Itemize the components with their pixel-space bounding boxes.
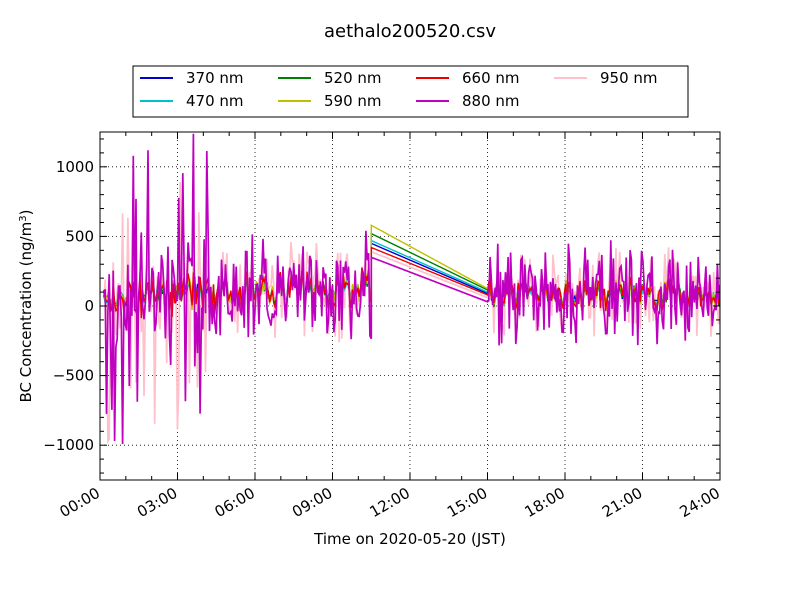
legend-box [132, 65, 689, 118]
y-tick-label: −500 [53, 367, 94, 385]
y-tick-label: −1000 [43, 436, 94, 454]
legend-label: 520 nm [324, 69, 382, 87]
y-tick-labels: −1000 −500 0 500 1000 [43, 158, 94, 454]
legend-label: 470 nm [186, 92, 244, 110]
chart-title: aethalo200520.csv [324, 21, 496, 42]
y-tick-label: 0 [84, 297, 94, 315]
legend: 370 nm 470 nm 520 nm 590 nm 660 nm 880 nm 950 … [132, 65, 689, 118]
y-axis-label-main: BC Concentration (ng/m [17, 222, 35, 403]
y-axis-label-close: ) [17, 210, 35, 216]
y-tick-label: 500 [65, 227, 94, 245]
legend-label: 950 nm [600, 69, 658, 87]
y-tick-label: 1000 [56, 158, 94, 176]
x-axis-label: Time on 2020-05-20 (JST) [313, 530, 506, 548]
legend-label: 660 nm [462, 69, 520, 87]
series-line-880-nm [103, 133, 720, 445]
axis-ticks [99, 132, 721, 480]
y-axis-label-sup: 3 [18, 215, 29, 221]
legend-label: 370 nm [186, 69, 244, 87]
y-axis-label: BC Concentration (ng/m3) [17, 210, 35, 403]
legend-label: 590 nm [324, 92, 382, 110]
series-layer [103, 133, 720, 445]
legend-label: 880 nm [462, 92, 520, 110]
